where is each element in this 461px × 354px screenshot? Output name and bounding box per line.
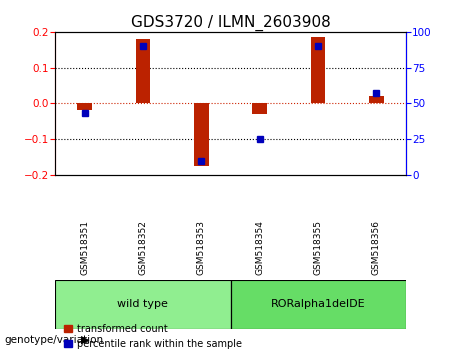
Text: GSM518351: GSM518351 [80,220,89,275]
Text: GSM518355: GSM518355 [313,220,323,275]
Text: GSM518356: GSM518356 [372,220,381,275]
Text: GSM518353: GSM518353 [197,220,206,275]
Bar [230,280,406,329]
Text: RORalpha1delDE: RORalpha1delDE [271,299,366,309]
Legend: transformed count, percentile rank within the sample: transformed count, percentile rank withi… [60,320,246,353]
Text: wild type: wild type [118,299,168,309]
Text: genotype/variation: genotype/variation [5,335,104,345]
Bar [194,103,208,166]
Bar [77,103,92,110]
Text: GSM518352: GSM518352 [138,220,148,275]
Text: ▶: ▶ [81,335,89,345]
Title: GDS3720 / ILMN_2603908: GDS3720 / ILMN_2603908 [130,14,331,30]
Bar [369,96,384,103]
Bar [136,39,150,103]
Bar [253,103,267,114]
Text: GSM518354: GSM518354 [255,220,264,275]
Bar [55,280,230,329]
Bar [311,37,325,103]
